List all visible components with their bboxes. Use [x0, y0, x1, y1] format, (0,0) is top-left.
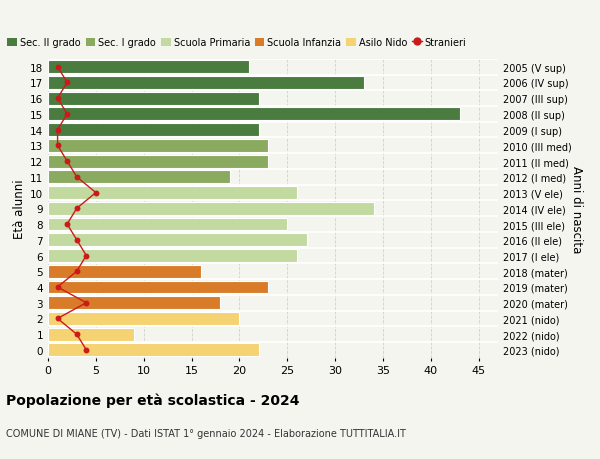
Point — [53, 127, 62, 134]
Bar — [48, 140, 268, 152]
Point — [53, 142, 62, 150]
Bar — [48, 234, 307, 246]
Y-axis label: Età alunni: Età alunni — [13, 179, 26, 239]
Point — [72, 174, 82, 181]
Bar — [48, 265, 201, 278]
Point — [82, 299, 91, 307]
Bar — [48, 171, 230, 184]
Bar — [48, 250, 297, 263]
Point — [72, 205, 82, 213]
Bar — [48, 281, 268, 294]
Bar — [48, 202, 374, 215]
Bar — [48, 108, 460, 121]
Bar — [48, 344, 259, 357]
Point — [62, 79, 72, 87]
Point — [72, 236, 82, 244]
Y-axis label: Anni di nascita: Anni di nascita — [570, 165, 583, 252]
Bar — [48, 297, 220, 309]
Text: Popolazione per età scolastica - 2024: Popolazione per età scolastica - 2024 — [6, 392, 299, 407]
Point — [72, 268, 82, 275]
Bar — [48, 218, 287, 231]
Legend: Sec. II grado, Sec. I grado, Scuola Primaria, Scuola Infanzia, Asilo Nido, Stran: Sec. II grado, Sec. I grado, Scuola Prim… — [4, 34, 470, 52]
Bar — [48, 155, 268, 168]
Point — [62, 221, 72, 228]
Bar — [48, 77, 364, 90]
Point — [53, 284, 62, 291]
Point — [62, 158, 72, 165]
Bar — [48, 61, 249, 74]
Point — [72, 331, 82, 338]
Point — [62, 111, 72, 118]
Bar — [48, 124, 259, 137]
Point — [53, 315, 62, 322]
Point — [53, 64, 62, 71]
Point — [53, 95, 62, 103]
Bar — [48, 93, 259, 106]
Point — [82, 252, 91, 260]
Bar — [48, 328, 134, 341]
Point — [82, 347, 91, 354]
Point — [91, 190, 101, 197]
Bar — [48, 187, 297, 200]
Bar — [48, 312, 239, 325]
Text: COMUNE DI MIANE (TV) - Dati ISTAT 1° gennaio 2024 - Elaborazione TUTTITALIA.IT: COMUNE DI MIANE (TV) - Dati ISTAT 1° gen… — [6, 428, 406, 438]
